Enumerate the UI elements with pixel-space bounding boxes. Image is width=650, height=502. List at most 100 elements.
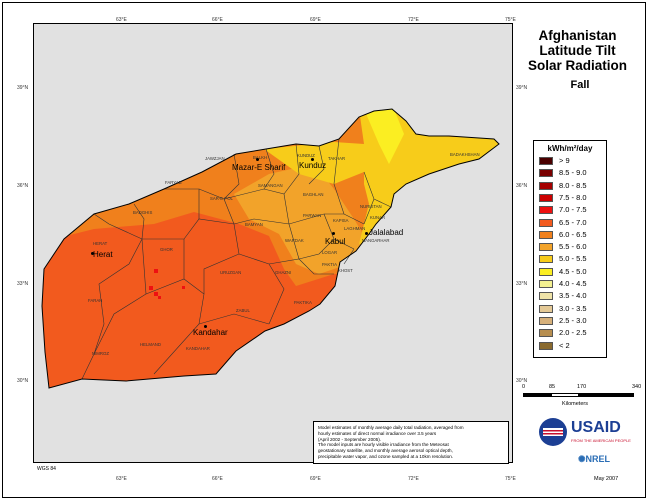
legend-swatch (539, 206, 553, 215)
legend-label: 6.5 - 7.0 (559, 217, 587, 227)
legend-item: 5.0 - 5.5 (539, 254, 609, 264)
city-label-kunduz: Kunduz (299, 161, 327, 170)
legend-swatch (539, 157, 553, 165)
description-line: geostationary satellite, and monthly ave… (318, 448, 453, 454)
title-line-tilt: Latitude Tilt (539, 43, 616, 58)
map-title: Afghanistan Latitude Tilt Solar Radiatio… (515, 28, 640, 73)
lon-tick-top: 63°E (116, 17, 127, 23)
hotspot-cell (154, 292, 158, 296)
legend-label: 6.0 - 6.5 (559, 229, 587, 239)
province-label: LOGAR (322, 250, 338, 255)
legend-label: 8.0 - 8.5 (559, 180, 587, 190)
legend-item: 2.5 - 3.0 (539, 316, 609, 326)
province-label: NURISTAN (360, 204, 382, 209)
province-label: JAWZJAN (205, 156, 225, 161)
scale-bar: 0 85 170 340 Kilometers (522, 384, 642, 414)
legend: kWh/m²/day > 9 8.5 - 9.0 8.0 - 8.5 7.5 - 8.… (533, 140, 607, 358)
description-box: Model estimates of monthly average daily… (313, 421, 509, 464)
city-marker[interactable] (91, 252, 94, 255)
province-label: PARWAN (303, 213, 322, 218)
legend-swatch (539, 230, 553, 239)
nrel-logo: ✺NREL (578, 454, 610, 465)
datum-label: WGS 84 (37, 466, 56, 472)
province-label: SAMANGAN (258, 183, 283, 188)
city-label-herat: Herat (93, 250, 113, 259)
legend-swatch (539, 267, 553, 276)
legend-swatch (539, 341, 553, 350)
legend-label: 7.5 - 8.0 (559, 192, 587, 202)
title-line-country: Afghanistan (538, 28, 617, 43)
scale-label: 170 (577, 384, 587, 390)
province-label: SAR-E POL (210, 196, 233, 201)
province-label: PAKTIA (322, 262, 337, 267)
legend-label: 2.0 - 2.5 (559, 328, 587, 338)
province-label: NIMROZ (92, 351, 109, 356)
legend-label: 8.5 - 9.0 (559, 168, 587, 178)
legend-item: 4.5 - 5.0 (539, 267, 609, 277)
legend-swatch (539, 193, 553, 202)
legend-item: 7.0 - 7.5 (539, 205, 609, 215)
usaid-wordmark: USAID (571, 419, 621, 436)
city-marker[interactable] (365, 232, 368, 235)
hotspot-cell (154, 269, 158, 273)
scale-label: 85 (549, 384, 556, 390)
scale-label: 0 (522, 384, 526, 390)
lon-tick-top: 72°E (408, 17, 419, 23)
legend-item: 6.5 - 7.0 (539, 217, 609, 228)
scale-label: 340 (632, 384, 642, 390)
legend-label: 7.0 - 7.5 (559, 205, 587, 215)
legend-title: kWh/m²/day (547, 144, 593, 153)
afghanistan-map[interactable] (34, 24, 512, 462)
lat-tick-right: 36°N (516, 183, 528, 189)
province-label: KAPISA (333, 218, 349, 223)
province-label: HERAT (93, 241, 108, 246)
lat-tick-left: 36°N (17, 183, 29, 189)
lon-tick-bottom: 69°E (310, 476, 321, 482)
description-line: hourly estimates of direct normal irradi… (318, 430, 437, 436)
sun-icon: ✺ (578, 454, 586, 464)
province-label: BALKH (253, 155, 268, 160)
lon-tick-top: 66°E (212, 17, 223, 23)
lat-tick-left: 39°N (17, 85, 29, 91)
zone-4-5-5-0 (364, 109, 404, 164)
country-border (41, 108, 500, 389)
province-label: FARAH (88, 298, 103, 303)
lon-tick-bottom: 72°E (408, 476, 419, 482)
legend-item: 5.5 - 6.0 (539, 242, 609, 252)
city-label-jalalabad: Jalalabad (369, 228, 404, 237)
lon-tick-bottom: 63°E (116, 476, 127, 482)
legend-item: 6.0 - 6.5 (539, 229, 609, 240)
lon-tick-top: 69°E (310, 17, 321, 23)
hotspot-cell (182, 286, 185, 289)
lat-tick-left: 30°N (17, 378, 29, 384)
lat-tick-right: 33°N (516, 281, 528, 287)
legend-item: 3.5 - 4.0 (539, 291, 609, 301)
scale-segment (523, 393, 551, 397)
city-label-kabul: Kabul (325, 237, 346, 246)
lat-tick-right: 39°N (516, 85, 528, 91)
title-line-radiation: Solar Radiation (527, 58, 627, 73)
city-label-mazar: Mazar-E Sharif (232, 163, 286, 172)
city-marker[interactable] (256, 158, 259, 161)
city-marker[interactable] (332, 232, 335, 235)
legend-swatch (539, 292, 553, 301)
city-marker[interactable] (311, 158, 314, 161)
season-label: Fall (570, 79, 590, 91)
nrel-wordmark: NREL (585, 454, 611, 464)
province-label: GHAZNI (275, 270, 292, 275)
legend-label: 4.0 - 4.5 (559, 279, 587, 288)
city-marker[interactable] (204, 325, 207, 328)
legend-item: 2.0 - 2.5 (539, 328, 609, 338)
lon-tick-bottom: 75°E (505, 476, 516, 482)
hotspots-7-0-7-5 (149, 269, 185, 299)
publication-date: May 2007 (594, 476, 619, 482)
legend-swatch (539, 255, 553, 264)
lat-tick-right: 30°N (516, 378, 528, 384)
province-label: FARYAB (165, 180, 182, 185)
legend-swatch (539, 218, 553, 227)
description-line: precipitable water vapor, and ozone samp… (318, 453, 454, 459)
province-label: BADAKHSHAN (450, 152, 480, 157)
usaid-tagline: FROM THE AMERICAN PEOPLE (571, 438, 631, 443)
map-area[interactable] (33, 23, 513, 463)
legend-label: 3.5 - 4.0 (559, 291, 587, 301)
